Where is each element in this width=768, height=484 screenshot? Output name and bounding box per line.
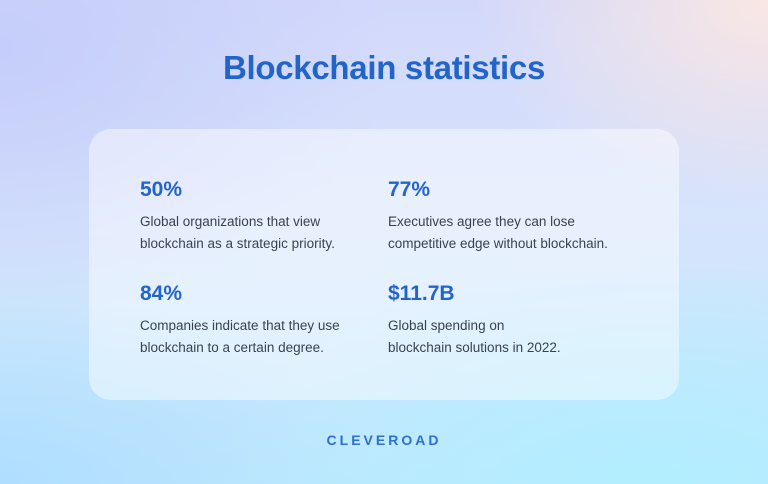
stat-description-line: Global spending on: [388, 318, 505, 333]
stat-value: 84%: [140, 282, 183, 305]
stat-value: 50%: [140, 178, 183, 201]
stat-description-line: blockchain as a strategic priority.: [140, 236, 335, 251]
stat-item: $11.7B Global spending on blockchain sol…: [388, 282, 628, 359]
stat-description: Global organizations that view blockchai…: [140, 211, 390, 255]
stat-description: Companies indicate that they use blockch…: [140, 315, 390, 359]
stat-value: $11.7B: [388, 282, 455, 305]
stat-description-line: Companies indicate that they use: [140, 318, 340, 333]
stat-description-line: Global organizations that view: [140, 214, 321, 229]
stat-description-line: competitive edge without blockchain.: [388, 236, 608, 251]
stat-description-line: blockchain to a certain degree.: [140, 340, 324, 355]
page-title: Blockchain statistics: [223, 49, 545, 86]
stat-description: Global spending on blockchain solutions …: [388, 315, 638, 359]
stat-item: 50% Global organizations that view block…: [140, 178, 380, 255]
stat-value: 77%: [388, 178, 431, 201]
stat-description-line: Executives agree they can lose: [388, 214, 575, 229]
stat-description: Executives agree they can lose competiti…: [388, 211, 648, 255]
stat-description-line: blockchain solutions in 2022.: [388, 340, 561, 355]
stat-item: 84% Companies indicate that they use blo…: [140, 282, 380, 359]
stat-item: 77% Executives agree they can lose compe…: [388, 178, 648, 255]
brand-logo: CLEVEROAD: [326, 432, 442, 448]
stats-card: 50% Global organizations that view block…: [89, 129, 679, 400]
